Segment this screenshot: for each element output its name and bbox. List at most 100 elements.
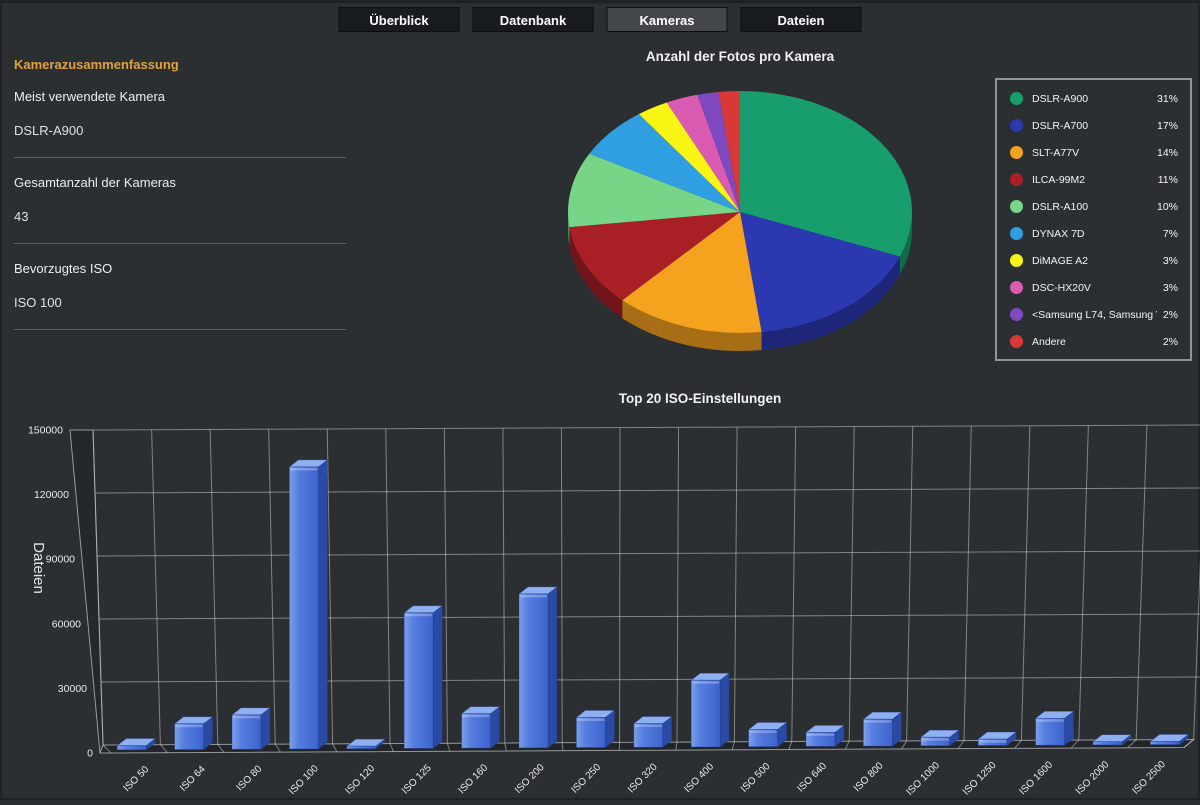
x-tick-label-iso-320: ISO 320 xyxy=(626,761,660,795)
x-tick-label-iso-500: ISO 500 xyxy=(739,761,773,795)
stat-label-meist-verwendete-kamera: Meist verwendete Kamera xyxy=(14,89,346,104)
legend-swatch-icon xyxy=(1010,146,1023,159)
stat-label-bevorzugtes-iso: Bevorzugtes ISO xyxy=(14,261,346,276)
y-tick-label: 90000 xyxy=(46,554,75,566)
bar-iso-400 xyxy=(691,673,729,747)
tab-berblick[interactable]: Überblick xyxy=(339,7,460,32)
x-tick-label-iso-1600: ISO 1600 xyxy=(1017,759,1055,797)
legend-percent: 10% xyxy=(1157,201,1178,213)
bar-iso-320 xyxy=(634,717,672,748)
bar-iso-160 xyxy=(462,707,500,748)
bar-iso-640 xyxy=(806,725,844,746)
legend-item-slt-a77v: SLT-A77V 14% xyxy=(997,139,1190,166)
panel-heading: Kamerazusammenfassung xyxy=(14,57,346,72)
legend-percent: 7% xyxy=(1163,228,1178,240)
pie-chart-title: Anzahl der Fotos pro Kamera xyxy=(540,49,940,64)
x-tick-label-iso-200: ISO 200 xyxy=(513,762,547,796)
legend-label: DSLR-A100 xyxy=(1032,201,1151,213)
legend-label: DSC-HX20V xyxy=(1032,282,1157,294)
legend-percent: 11% xyxy=(1158,174,1178,186)
divider xyxy=(14,243,346,244)
x-tick-label-iso-160: ISO 160 xyxy=(456,762,490,796)
legend-item-dynax-7d: DYNAX 7D 7% xyxy=(997,220,1190,247)
legend-percent: 31% xyxy=(1157,93,1178,105)
legend-swatch-icon xyxy=(1010,227,1023,240)
legend-label: Andere xyxy=(1032,336,1157,348)
y-tick-label: 120000 xyxy=(34,489,69,501)
bar-iso-100 xyxy=(289,460,327,749)
bar-iso-125 xyxy=(404,606,442,749)
legend-item-ilca-99m2: ILCA-99M2 11% xyxy=(997,166,1190,193)
y-tick-label: 30000 xyxy=(58,683,87,695)
tab-kameras[interactable]: Kameras xyxy=(607,7,728,32)
x-tick-label-iso-64: ISO 64 xyxy=(178,764,208,794)
legend-label: DiMAGE A2 xyxy=(1032,255,1157,267)
divider xyxy=(14,329,346,330)
y-axis-title: Dateien xyxy=(30,542,47,594)
tab-datenbank[interactable]: Datenbank xyxy=(473,7,594,32)
y-tick-label: 150000 xyxy=(28,425,63,437)
legend-percent: 14% xyxy=(1157,147,1178,159)
legend-swatch-icon xyxy=(1010,92,1023,105)
legend-percent: 3% xyxy=(1163,282,1178,294)
legend-item-dsc-hx20v: DSC-HX20V 3% xyxy=(997,274,1190,301)
bar-iso-200 xyxy=(519,587,557,748)
x-tick-label-iso-2500: ISO 2500 xyxy=(1130,759,1168,797)
legend-label: ILCA-99M2 xyxy=(1032,174,1152,186)
x-tick-label-iso-100: ISO 100 xyxy=(287,763,321,797)
legend-swatch-icon xyxy=(1010,254,1023,267)
x-tick-label-iso-120: ISO 120 xyxy=(344,763,378,797)
x-tick-label-iso-125: ISO 125 xyxy=(400,762,434,796)
bar-iso-500 xyxy=(749,722,787,746)
bar-iso-1600 xyxy=(1036,711,1074,745)
tab-bar: Überblick Datenbank Kameras Dateien xyxy=(339,7,862,32)
bar-iso-1000 xyxy=(921,730,959,746)
legend-swatch-icon xyxy=(1010,335,1023,348)
x-tick-label-iso-640: ISO 640 xyxy=(795,760,829,794)
legend-percent: 3% xyxy=(1163,255,1178,267)
legend-swatch-icon xyxy=(1010,308,1023,321)
legend-item-andere: Andere 2% xyxy=(997,328,1190,355)
legend-percent: 17% xyxy=(1157,120,1178,132)
legend-swatch-icon xyxy=(1010,200,1023,213)
bar-chart-title: Top 20 ISO-Einstellungen xyxy=(500,391,900,406)
divider xyxy=(14,157,346,158)
stat-label-gesamtanzahl-der-kameras: Gesamtanzahl der Kameras xyxy=(14,175,346,190)
bar-iso-64 xyxy=(175,717,213,750)
legend-label: DYNAX 7D xyxy=(1032,228,1157,240)
legend-item-samsung-l74-samsung-vl: <Samsung L74, Samsung VL... 2% xyxy=(997,301,1190,328)
legend-item-dslr-a900: DSLR-A900 31% xyxy=(997,85,1190,112)
pie-chart xyxy=(550,66,950,377)
x-tick-label-iso-400: ISO 400 xyxy=(682,761,716,795)
stat-value-bevorzugtes-iso: ISO 100 xyxy=(14,295,346,310)
pie-legend: DSLR-A900 31% DSLR-A700 17% SLT-A77V 14% ILCA-… xyxy=(995,78,1192,361)
legend-label: DSLR-A900 xyxy=(1032,93,1151,105)
stat-value-gesamtanzahl-der-kameras: 43 xyxy=(14,209,346,224)
x-tick-label-iso-2000: ISO 2000 xyxy=(1074,759,1112,797)
legend-swatch-icon xyxy=(1010,173,1023,186)
pie-chart-svg xyxy=(550,66,950,372)
bar-iso-800 xyxy=(863,712,901,746)
tab-dateien[interactable]: Dateien xyxy=(741,7,862,32)
legend-label: SLT-A77V xyxy=(1032,147,1151,159)
bar-iso-80 xyxy=(232,708,270,749)
stat-value-meist-verwendete-kamera: DSLR-A900 xyxy=(14,123,346,138)
y-tick-label: 0 xyxy=(87,748,93,760)
x-tick-label-iso-800: ISO 800 xyxy=(852,760,886,794)
legend-swatch-icon xyxy=(1010,119,1023,132)
legend-percent: 2% xyxy=(1163,309,1178,321)
legend-label: DSLR-A700 xyxy=(1032,120,1151,132)
bar-chart: 0 30000 60000 90000 120000 150000 ISO 50 ISO 64… xyxy=(0,418,1200,805)
y-tick-label: 60000 xyxy=(52,618,81,630)
camera-summary-panel: Kamerazusammenfassung Meist verwendete K… xyxy=(14,57,346,330)
legend-item-dimage-a2: DiMAGE A2 3% xyxy=(997,247,1190,274)
bar-iso-250 xyxy=(576,710,614,747)
x-tick-label-iso-50: ISO 50 xyxy=(122,764,152,794)
legend-item-dslr-a100: DSLR-A100 10% xyxy=(997,193,1190,220)
x-tick-label-iso-1000: ISO 1000 xyxy=(904,760,942,798)
legend-percent: 2% xyxy=(1163,336,1178,348)
legend-swatch-icon xyxy=(1010,281,1023,294)
x-tick-label-iso-250: ISO 250 xyxy=(569,762,603,796)
legend-label: <Samsung L74, Samsung VL... xyxy=(1032,309,1157,321)
x-tick-label-iso-80: ISO 80 xyxy=(234,763,264,793)
